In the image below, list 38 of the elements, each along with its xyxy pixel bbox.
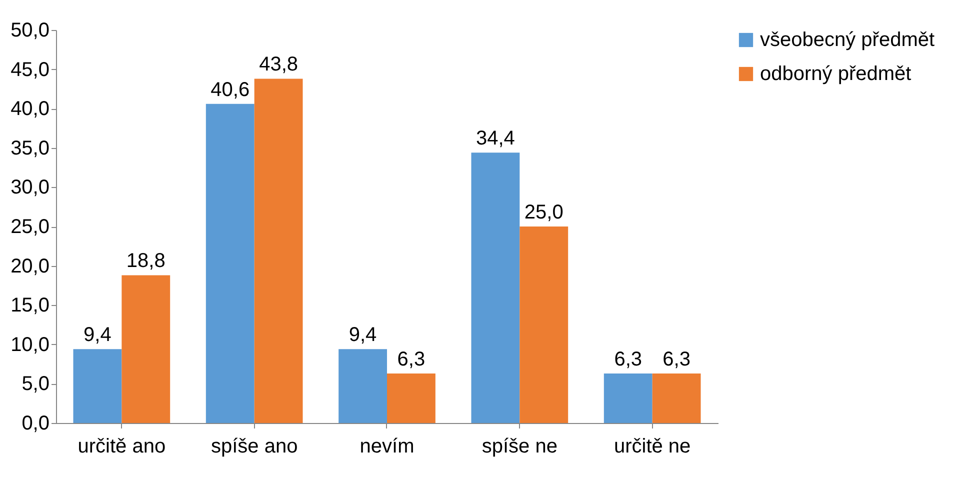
bar [604,373,652,423]
x-tick-label: spíše ano [210,436,298,458]
x-tick-label: určitě ne [614,436,691,458]
y-tick-label: 5,0 [22,373,50,396]
y-tick-label: 35,0 [10,137,50,160]
x-tick-label: určitě ano [78,436,166,458]
bar [471,152,520,423]
x-tick-label: nevím [360,436,414,458]
bar [338,349,387,423]
y-tick-label: 0,0 [22,412,50,434]
bar [254,78,303,423]
y-tick-label: 20,0 [10,255,50,278]
y-tick-label: 40,0 [10,98,50,120]
bar [206,104,254,423]
data-label: 6,3 [662,348,690,370]
x-tick-label: spíše ne [482,436,558,458]
legend-label: všeobecný předmět [760,29,935,51]
bar [387,373,436,423]
y-tick-label: 25,0 [10,216,50,238]
data-label: 6,3 [397,348,426,370]
data-label: 34,4 [476,128,515,150]
bar [122,275,170,423]
y-tick-label: 50,0 [10,20,50,42]
legend-label: odborný předmět [760,63,912,85]
data-label: 43,8 [259,54,298,76]
data-label: 6,3 [614,348,642,370]
bar [652,373,701,423]
data-label: 25,0 [524,202,564,224]
data-label: 9,4 [84,324,112,346]
y-tick-label: 10,0 [10,334,50,356]
data-label: 9,4 [348,324,377,346]
data-label: 40,6 [210,78,250,101]
bar [73,349,122,423]
bar [520,226,568,423]
y-tick-label: 15,0 [10,294,50,317]
y-tick-label: 30,0 [10,176,50,199]
data-label: 18,8 [126,250,166,272]
y-tick-label: 45,0 [10,58,50,81]
